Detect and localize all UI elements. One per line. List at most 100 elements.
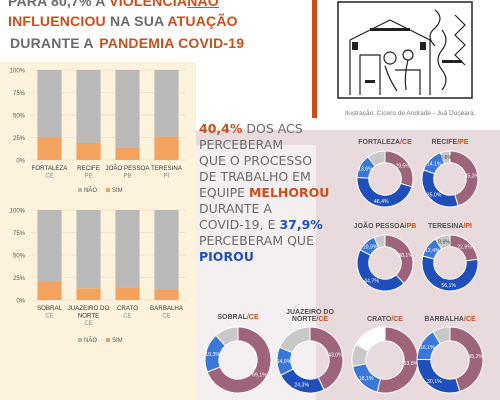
legend-label: NÃO (84, 187, 97, 194)
heading-text: NA SUA (105, 13, 168, 29)
donut-title: RECIFE/PE (405, 139, 495, 146)
bar-sim (37, 282, 62, 300)
donut-slice-label: 43,0% (328, 352, 343, 358)
x-tick-label: CE (123, 314, 131, 320)
donut-slice (206, 326, 272, 394)
donut-slice (373, 234, 386, 249)
x-tick-label: CE (162, 314, 170, 320)
bar-sim (76, 142, 101, 160)
donut-slice-label: 10,9% (363, 245, 378, 251)
y-tick-label: 25% (13, 276, 26, 282)
statement-fragment: COVID-19, E (199, 217, 280, 232)
donut-title: JUAZEIRO DO NORTE/CE (280, 309, 340, 323)
donut-slice (280, 368, 325, 394)
y-tick-label: 100% (10, 69, 26, 75)
bar-nao (76, 210, 101, 289)
bar-nao (154, 70, 179, 137)
y-tick-label: 50% (13, 254, 26, 260)
y-tick-label: 50% (13, 114, 26, 120)
donut-slice (434, 234, 451, 250)
y-tick-label: 75% (13, 231, 26, 237)
donut-slice-label: 38,1% (398, 253, 413, 259)
donut-state: /CE (246, 314, 259, 321)
donut-slice-label: 22,9% (457, 244, 472, 250)
bar-nao (76, 70, 101, 143)
statement-line: PERCEBERAM QUE (199, 233, 314, 248)
legend-swatch (78, 338, 82, 342)
donut-title: CRATO/CE (340, 316, 430, 323)
donut-chart: 38,1% 44,7% 10,9% (356, 234, 414, 292)
bar-nao (154, 210, 179, 290)
donut-slice-label: 5,6% (440, 155, 452, 161)
donut-slice-label: 19,3% (205, 352, 220, 358)
illustration-drawing (337, 1, 473, 99)
donut-slice (416, 358, 461, 394)
statement-percent-improved: 40,4% (199, 121, 243, 136)
donut-city: CRATO (367, 316, 392, 323)
donut-title: TERESINA/PI (405, 223, 495, 230)
bar-nao (115, 210, 140, 288)
x-tick-label: CE (84, 321, 92, 327)
donut-slice-label: 13,6% (358, 167, 373, 173)
statement-line: EQUIPE MELHOROU (199, 185, 329, 201)
bar-sim (154, 289, 179, 300)
heading-line-1: PARA 80,7% A VIOLÊNCIANÃO (8, 0, 219, 9)
donut-state: /CE (391, 316, 403, 323)
heading-highlight: ATUAÇÃO (167, 13, 238, 29)
donut-slice-label: 12,4% (425, 248, 440, 254)
donut-title: JOÃO PESSOA/PB (340, 223, 430, 230)
heading-line-2: INFLUENCIOU NA SUA ATUAÇÃO (8, 13, 238, 29)
x-tick-label: BARBALHA (150, 305, 184, 312)
donut-chart: 45,2% 30,1% 16,1% (416, 326, 484, 394)
statement-line: DE TRABALHO EM (199, 169, 311, 184)
donut-state: /CE (316, 316, 329, 323)
heading-highlight: VIOLÊNCIA (109, 0, 188, 9)
heading-text: DURANTE A (8, 35, 100, 51)
bar-sim (115, 147, 140, 160)
donut-slice (421, 169, 459, 208)
donut-slice-label: 14,1% (427, 162, 442, 168)
x-tick-label: TERESINA (151, 165, 183, 172)
donut-slice (215, 326, 239, 347)
statement-line: DURANTE A (199, 201, 272, 216)
woodcut-illustration (330, 0, 480, 100)
x-tick-label: JUAZEIRO DO (68, 305, 110, 312)
x-tick-label: SOBRAL (37, 305, 63, 312)
donut-slice-label: 30,1% (427, 379, 442, 385)
heading-highlight: INFLUENCIOU (8, 13, 106, 29)
donut-slice-label: 56,1% (441, 283, 456, 289)
donut-title: SOBRAL/CE (193, 314, 283, 321)
donut-slice-label: 45,2% (468, 354, 483, 360)
legend-label: NÃO (84, 337, 97, 344)
donut-slice (278, 326, 311, 354)
legend-swatch (106, 188, 110, 192)
x-tick-label: FORTALEZA (32, 165, 69, 172)
donut-slice-label: 35,0% (427, 192, 442, 198)
illustration-caption: Ilustração: Cícero de Andrade - Juã Ducé… (345, 110, 476, 117)
donut-chart: 43,0% 24,3% 14,0% (276, 326, 344, 394)
x-tick-label: CE (45, 174, 53, 180)
donut-chart: 29,5% 46,4% 13,6% (356, 150, 414, 208)
x-tick-label: PE (84, 174, 92, 180)
statement-line: 40,4% DOS ACS (199, 121, 329, 137)
legend-swatch (106, 338, 110, 342)
donut-slice (384, 234, 414, 285)
donut-title: BARBALHA/CE (405, 316, 495, 323)
y-tick-label: 25% (13, 136, 26, 142)
y-tick-label: 0% (16, 159, 25, 165)
x-tick-label: RECIFE (77, 165, 100, 172)
heading-text: PARA 80,7% A (8, 0, 110, 9)
statement-improved-word: MELHOROU (248, 185, 330, 200)
statement-line: QUE O PROCESSO (199, 153, 313, 168)
bar-nao (37, 70, 62, 138)
donut-slice-label: 46,4% (374, 199, 389, 205)
statement-percent-worsened: 37,9% (279, 217, 323, 232)
bar-sim (76, 288, 101, 300)
statement-worsened-word: PIOROU (199, 249, 254, 264)
bar-sim (115, 287, 140, 300)
donut-city: TERESINA (428, 223, 464, 230)
heading-line-3: DURANTE A PANDEMIA COVID-19 (8, 35, 244, 51)
donut-state: /CE (400, 139, 412, 146)
donut-slice-label: 53,8% (404, 361, 419, 367)
